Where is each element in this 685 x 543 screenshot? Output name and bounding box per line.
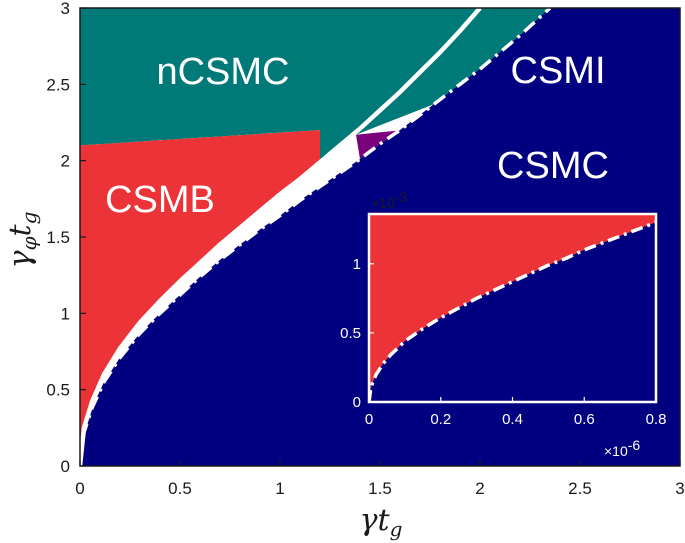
inset-y-exponent: ×10-3	[371, 189, 407, 211]
region-label-ncsmc: nCSMC	[156, 51, 289, 93]
inset-x-tick-label: 0.4	[502, 411, 523, 428]
x-tick-label: 1	[275, 479, 284, 498]
x-tick-label: 2	[475, 479, 484, 498]
inset-region-csmb	[369, 214, 656, 402]
x-tick-label: 3	[675, 479, 684, 498]
x-tick-label: 0.5	[168, 479, 192, 498]
boundary-solid-line	[80, 8, 482, 466]
boundary-dash-dot-line	[80, 8, 552, 466]
inset-x-tick-label: 0.6	[574, 411, 595, 428]
inset-x-exponent: ×10-6	[604, 437, 640, 459]
inset-x-power: -6	[628, 437, 641, 453]
y-tick-label: 0.5	[46, 381, 70, 400]
inset-plot: 0 0.2 0.4 0.6 0.800.51 ×10-3 ×10-6	[340, 189, 666, 459]
x-axis-label: γtg	[360, 503, 403, 541]
inset-y-tick-label: 0	[353, 394, 361, 411]
y-tick-label: 2.5	[46, 75, 70, 94]
x-axis-label-symbol: γt	[360, 503, 391, 538]
region-label-csmi: CSMI	[511, 50, 606, 92]
x-axis-label-sub: g	[390, 517, 403, 541]
y-axis-label-sub2: g	[17, 212, 41, 225]
region-label-csmb: CSMB	[105, 179, 215, 221]
inset-x-tick-label: 0.8	[646, 411, 667, 428]
y-tick-label: 2	[61, 152, 70, 171]
inset-axis-ticks: 0 0.2 0.4 0.6 0.8 0 0.5 1	[340, 256, 666, 428]
y-axis-label-symbol: γ	[3, 250, 38, 268]
y-tick-label: 1.5	[46, 228, 70, 247]
inset-region-csmc	[369, 214, 656, 402]
inset-x-multiplier: ×10	[604, 443, 628, 459]
y-tick-label: 1	[61, 304, 70, 323]
x-tick-label: 1.5	[368, 479, 392, 498]
y-axis-label-symbol2: t	[3, 223, 38, 236]
inset-x-tick-label: 0	[365, 411, 373, 428]
y-axis-label: γφtg	[3, 212, 41, 269]
y-tick-label: 3	[61, 0, 70, 18]
inset-y-tick-label: 0.5	[340, 325, 361, 342]
inset-y-multiplier: ×10	[371, 195, 395, 211]
inset-y-tick-label: 1	[353, 256, 361, 273]
main-axis-ticks: 0 0.5 1 1.5 2 2.5 3 0 0.5 1 1.5 2 2.5 3	[46, 0, 684, 498]
x-tick-label: 2.5	[568, 479, 592, 498]
x-tick-label: 0	[75, 479, 84, 498]
region-label-csmc: CSMC	[497, 145, 609, 187]
inset-boundary-dash-dot-line	[369, 220, 656, 402]
y-axis-label-sub1: φ	[17, 236, 41, 250]
inset-y-power: -3	[395, 189, 408, 205]
inset-x-tick-label: 0.2	[430, 411, 451, 428]
y-tick-label: 0	[61, 457, 70, 476]
region-csmb	[80, 130, 320, 466]
